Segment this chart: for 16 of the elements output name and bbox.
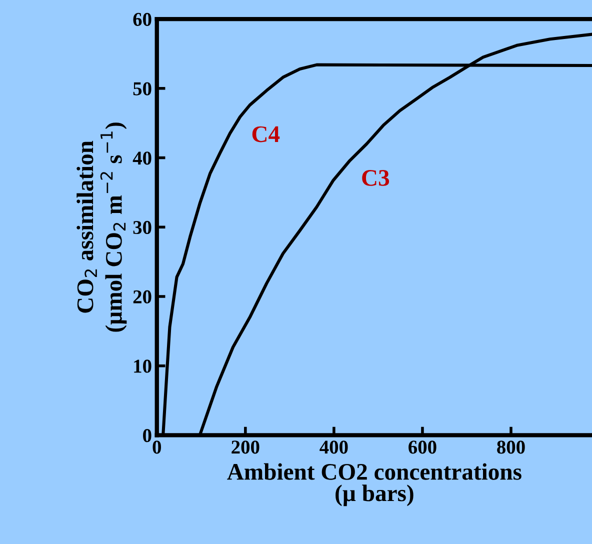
- x-axis-title: Ambient CO2 concentrations (µ bars): [227, 463, 522, 506]
- x-tick-label: 0: [152, 440, 161, 454]
- x-tick-label: 800: [497, 440, 525, 454]
- x-tick-label: 600: [408, 440, 436, 454]
- series-label: C3: [362, 170, 390, 186]
- y-tick-label: 20: [133, 290, 152, 304]
- text: CO$_{2}$ assimilation (µmol CO$_{2}$ m$^{−2}$ s$^{−1}$): [76, 122, 127, 332]
- y-tick-label: 40: [132, 152, 152, 165]
- y-tick-label: 0: [143, 429, 152, 442]
- series-label: C4: [252, 126, 280, 142]
- y-tick-label: 50: [133, 82, 152, 96]
- y-tick-label: 10: [134, 360, 152, 373]
- y-tick-label: 60: [133, 12, 152, 26]
- x-tick-label: 200: [232, 440, 260, 454]
- y-tick-label: 30: [133, 220, 152, 234]
- x-tick-label: 400: [320, 440, 348, 454]
